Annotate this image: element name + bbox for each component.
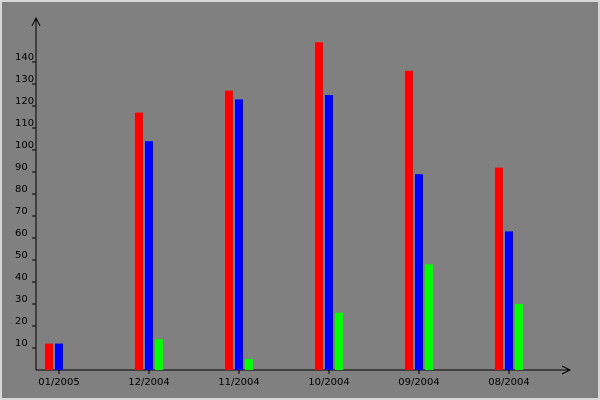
bar-series-3-4 — [425, 264, 433, 370]
bar-series-1-4 — [405, 70, 413, 371]
bar-series-2-1 — [145, 141, 153, 370]
bar-series-1-5 — [495, 167, 503, 370]
y-tick-label: 10 — [15, 338, 28, 349]
y-tick-label: 130 — [15, 74, 34, 85]
bar-series-1-0 — [45, 343, 53, 370]
x-tick-label: 01/2005 — [38, 377, 80, 388]
y-tick-label: 70 — [15, 206, 28, 217]
bar-series-2-2 — [235, 99, 243, 371]
y-tick-label: 60 — [15, 228, 28, 239]
bar-series-3-3 — [335, 312, 343, 370]
bars — [45, 42, 523, 371]
y-tick-label: 80 — [15, 184, 28, 195]
x-tick-labels: 01/2005 12/2004 11/2004 10/2004 09/2004 08/20… — [38, 370, 530, 388]
x-tick-label: 11/2004 — [218, 377, 260, 388]
x-tick-label: 09/2004 — [398, 377, 440, 388]
bar-series-2-3 — [325, 95, 333, 370]
x-tick-label: 12/2004 — [128, 377, 170, 388]
y-tick-label: 90 — [15, 162, 28, 173]
y-axis-arrow — [31, 16, 41, 27]
x-tick-label: 08/2004 — [488, 377, 530, 388]
bar-series-2-0 — [55, 343, 63, 370]
y-tick-label: 50 — [15, 250, 28, 261]
bar-series-1-1 — [135, 112, 143, 370]
bar-series-3-1 — [155, 339, 163, 370]
x-axis-arrow — [561, 365, 572, 375]
y-tick-label: 40 — [15, 272, 28, 283]
bar-series-3-2 — [245, 359, 253, 370]
y-tick-label: 30 — [15, 294, 28, 305]
y-tick-label: 110 — [15, 118, 34, 129]
bar-series-2-4 — [415, 174, 423, 370]
y-tick-label: 20 — [15, 316, 28, 327]
x-tick-label: 10/2004 — [308, 377, 350, 388]
axes — [31, 16, 572, 375]
bar-series-1-3 — [315, 42, 323, 370]
y-tick-label: 120 — [15, 96, 34, 107]
y-tick-label: 140 — [15, 52, 34, 63]
bar-series-2-5 — [505, 231, 513, 370]
bar-series-3-5 — [515, 304, 523, 370]
y-ticks: 10 20 30 40 50 60 70 80 90 100 110 120 130 140 — [15, 52, 36, 349]
bar-series-1-2 — [225, 90, 233, 370]
y-tick-label: 100 — [15, 140, 34, 151]
